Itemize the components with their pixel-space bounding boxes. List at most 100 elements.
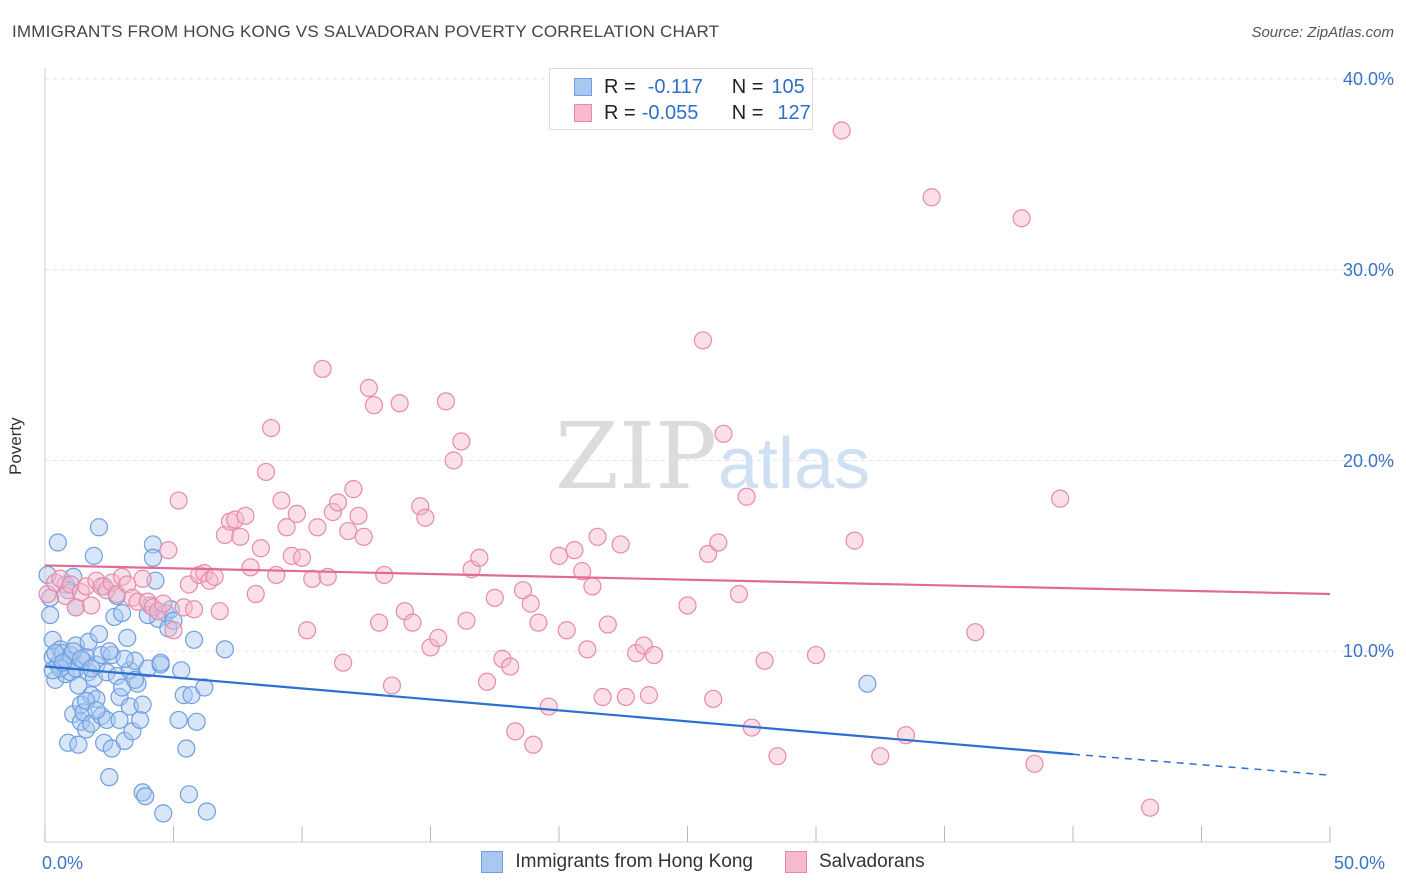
point-salvadorans [251, 539, 270, 558]
point-salvadorans [226, 510, 245, 529]
point-salvadorans [598, 615, 617, 634]
point-salvadorans [1025, 754, 1044, 773]
point-hong-kong [143, 548, 163, 567]
point-salvadorans [184, 600, 204, 619]
point-hong-kong [100, 768, 119, 787]
point-salvadorans [755, 651, 774, 670]
point-salvadorans [205, 567, 224, 586]
point-salvadorans [344, 480, 363, 499]
point-salvadorans [444, 451, 463, 470]
correlation-legend: R = -0.117 N = 105 R = -0.055 N = 127 [549, 68, 813, 130]
point-salvadorans [549, 546, 569, 565]
point-salvadorans [256, 462, 276, 482]
point-salvadorans [506, 722, 525, 741]
legend-n-value: 127 [777, 101, 811, 124]
point-salvadorans [313, 359, 332, 379]
point-hong-kong [69, 676, 88, 695]
point-salvadorans [323, 502, 342, 522]
point-hong-kong [82, 659, 101, 678]
point-salvadorans [693, 331, 713, 350]
x-tick-label-max: 50.0% [1334, 853, 1386, 873]
y-tick-label: 10.0% [1342, 641, 1394, 662]
point-salvadorans [493, 649, 512, 668]
point-salvadorans [411, 497, 430, 516]
point-salvadorans [806, 645, 826, 665]
point-salvadorans [593, 687, 612, 707]
point-salvadorans [452, 432, 471, 451]
point-hong-kong [136, 787, 155, 806]
legend-n-label: N = [731, 75, 764, 98]
chart-title: IMMIGRANTS FROM HONG KONG VS SALVADORAN … [12, 22, 720, 41]
point-salvadorans [287, 504, 306, 524]
point-salvadorans [626, 644, 646, 663]
point-salvadorans [262, 418, 281, 438]
point-salvadorans [231, 527, 250, 546]
point-salvadorans [578, 640, 597, 659]
point-hong-kong [118, 628, 137, 647]
point-salvadorans [421, 638, 440, 657]
point-hong-kong [115, 649, 134, 668]
point-salvadorans [308, 518, 327, 537]
legend-row-hong-kong: R = -0.117 N = 105 [574, 75, 805, 99]
point-salvadorans [102, 573, 121, 592]
point-hong-kong [177, 739, 196, 758]
point-salvadorans [639, 686, 659, 705]
legend-r-label: R = [604, 75, 636, 98]
series-swatch-hong-kong [481, 851, 504, 873]
point-salvadorans [644, 645, 664, 665]
point-salvadorans [678, 596, 697, 615]
point-hong-kong [164, 611, 183, 630]
source-label: Source: ZipAtlas.com [1251, 24, 1394, 41]
point-hong-kong [115, 731, 134, 751]
legend-r-label: R = [604, 101, 636, 124]
point-salvadorans [768, 747, 787, 766]
point-hong-kong [110, 710, 129, 730]
point-hong-kong [87, 701, 106, 720]
legend-r-value: -0.055 [641, 101, 699, 124]
point-salvadorans [922, 188, 941, 207]
watermark-atlas: atlas [718, 424, 870, 504]
point-salvadorans [565, 541, 584, 560]
y-tick-label: 20.0% [1342, 450, 1394, 471]
series-legend-salvadorans[interactable]: Salvadorans [784, 851, 925, 873]
point-salvadorans [1051, 489, 1070, 508]
x-tick-label-min: 0.0% [42, 853, 84, 873]
point-salvadorans [729, 584, 749, 604]
point-salvadorans [277, 518, 296, 537]
point-salvadorans [382, 676, 402, 695]
point-salvadorans [436, 392, 456, 411]
point-hong-kong [179, 785, 199, 804]
point-salvadorans [272, 491, 291, 510]
point-salvadorans [169, 491, 188, 510]
point-salvadorans [583, 577, 602, 596]
point-salvadorans [77, 577, 96, 596]
point-salvadorans [832, 121, 851, 140]
point-salvadorans [524, 735, 543, 754]
point-salvadorans [529, 613, 548, 632]
point-salvadorans [470, 548, 489, 567]
point-salvadorans [349, 506, 368, 525]
series-legend-hong-kong[interactable]: Immigrants from Hong Kong [481, 851, 753, 873]
point-hong-kong [215, 640, 234, 659]
point-salvadorans [61, 575, 80, 594]
point-salvadorans [477, 672, 497, 691]
point-salvadorans [698, 544, 718, 564]
legend-n-value: 105 [771, 75, 805, 98]
point-salvadorans [457, 611, 476, 630]
trend-line-hong-kong-projection [1072, 753, 1331, 776]
point-salvadorans [966, 623, 985, 642]
point-hong-kong [84, 546, 103, 565]
data-points [38, 121, 1160, 823]
point-hong-kong [64, 642, 83, 661]
series-legend: Immigrants from Hong Kong Salvadorans [0, 851, 1406, 873]
point-salvadorans [737, 487, 756, 506]
point-hong-kong [112, 603, 132, 623]
legend-row-salvadorans: R = -0.055 N = 127 [574, 101, 811, 125]
legend-r-value: -0.117 [647, 75, 703, 98]
point-hong-kong [133, 695, 152, 714]
point-salvadorans [429, 628, 448, 647]
point-salvadorans [616, 687, 635, 707]
point-salvadorans [521, 594, 540, 613]
point-salvadorans [210, 602, 229, 621]
